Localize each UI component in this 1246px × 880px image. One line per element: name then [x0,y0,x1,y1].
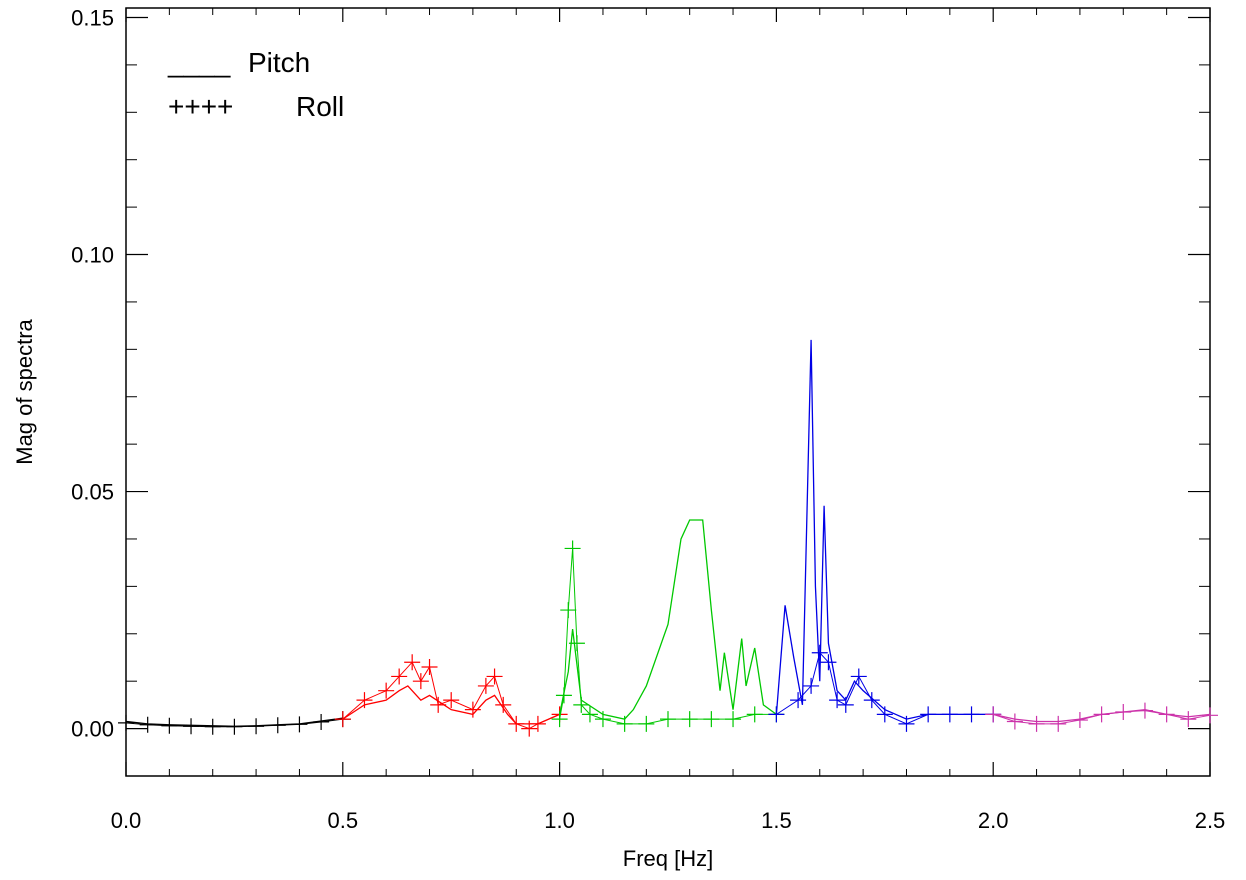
x-tick-label: 0.0 [111,808,142,833]
roll-plus-marker [746,706,763,723]
roll-plus-marker [1136,702,1153,719]
roll-plus-marker [139,716,156,733]
roll-plus-marker [508,715,525,732]
x-tick-label: 2.5 [1195,808,1226,833]
roll-plus-marker [829,692,846,709]
roll-plus-marker [594,711,611,728]
roll-plus-marker [1028,715,1045,732]
x-axis-title: Freq [Hz] [623,846,713,871]
roll-plus-marker [412,673,429,690]
roll-plus-marker [378,682,395,699]
pitch-series-line [775,339,994,720]
y-tick-label: 0.10 [71,243,114,268]
roll-series [985,702,1218,732]
roll-plus-marker [768,706,785,723]
roll-plus-marker [820,654,837,671]
roll-plus-marker [1050,715,1067,732]
roll-plus-marker [681,711,698,728]
roll-plus-marker [555,687,572,704]
roll-series [118,711,351,735]
roll-plus-marker [443,692,460,709]
roll-plus-marker [581,706,598,723]
roll-plus-marker [941,706,958,723]
roll-plus-marker [803,677,820,694]
x-tick-label: 1.5 [761,808,792,833]
roll-plus-marker [477,677,494,694]
series-layer [118,339,1218,737]
roll-plus-marker [568,635,585,652]
plot-frame [125,7,1211,777]
x-tick-label: 0.5 [328,808,359,833]
roll-plus-marker [560,602,577,619]
roll-plus-marker [876,706,893,723]
roll-plus-marker [486,668,503,685]
legend-label-pitch: Pitch [248,47,310,78]
roll-plus-marker [1202,707,1218,724]
roll-series [334,654,568,737]
roll-plus-marker [248,718,265,735]
roll-plus-marker [551,711,568,728]
legend-marker-roll: ++++ [168,91,233,122]
roll-plus-marker [660,711,676,728]
axis-ticks [125,8,1211,777]
roll-plus-marker [495,696,512,713]
y-tick-label: 0.15 [71,5,114,30]
roll-plus-marker [118,714,134,731]
x-tick-label: 2.0 [978,808,1009,833]
roll-plus-marker [837,696,854,713]
roll-plus-marker [204,718,221,735]
roll-series-line [559,548,777,725]
roll-plus-marker [1093,706,1110,723]
roll-plus-marker [638,715,655,732]
roll-plus-marker [1006,713,1023,730]
roll-plus-marker [616,715,633,732]
legend-marker-pitch: ____ [167,47,231,78]
roll-plus-marker [564,540,581,557]
pitch-series-line [342,685,560,725]
roll-plus-marker [183,718,200,735]
legend-label-roll: Roll [296,91,344,122]
x-tick-label: 1.0 [544,808,575,833]
roll-plus-marker [464,701,481,718]
roll-plus-marker [430,696,447,713]
roll-plus-marker [269,717,286,734]
roll-plus-marker [529,715,546,732]
roll-plus-marker [291,716,308,733]
roll-plus-marker [790,692,807,709]
y-axis-title: Mag of spectra [12,318,37,464]
roll-plus-marker [850,668,867,685]
roll-plus-marker [313,713,330,730]
roll-plus-marker [391,668,408,685]
roll-plus-marker [725,711,742,728]
roll-plus-marker [985,706,1002,723]
roll-plus-marker [356,692,373,709]
roll-plus-marker [226,718,243,735]
roll-plus-marker [1180,711,1197,728]
roll-plus-marker [963,706,980,723]
pitch-series-line [558,519,777,720]
roll-plus-marker [1071,712,1088,729]
y-tick-label: 0.05 [71,480,114,505]
roll-plus-marker [161,717,178,734]
roll-plus-marker [573,696,590,713]
roll-plus-marker [521,720,538,737]
roll-plus-marker [920,706,937,723]
tick-labels: 0.0 0.5 1.0 1.5 2.0 2.5 0.00 0.05 0.10 0.15 [71,5,1225,833]
roll-plus-marker [1115,704,1132,720]
y-tick-label: 0.00 [71,717,114,742]
roll-plus-marker [811,644,828,661]
roll-plus-marker [421,658,438,675]
roll-plus-marker [334,711,351,728]
legend: ____ Pitch ++++ Roll [167,47,344,122]
roll-plus-marker [404,654,421,671]
roll-plus-marker [863,692,880,709]
roll-plus-marker [898,715,915,732]
roll-plus-marker [1158,706,1175,723]
roll-plus-marker [703,711,720,728]
